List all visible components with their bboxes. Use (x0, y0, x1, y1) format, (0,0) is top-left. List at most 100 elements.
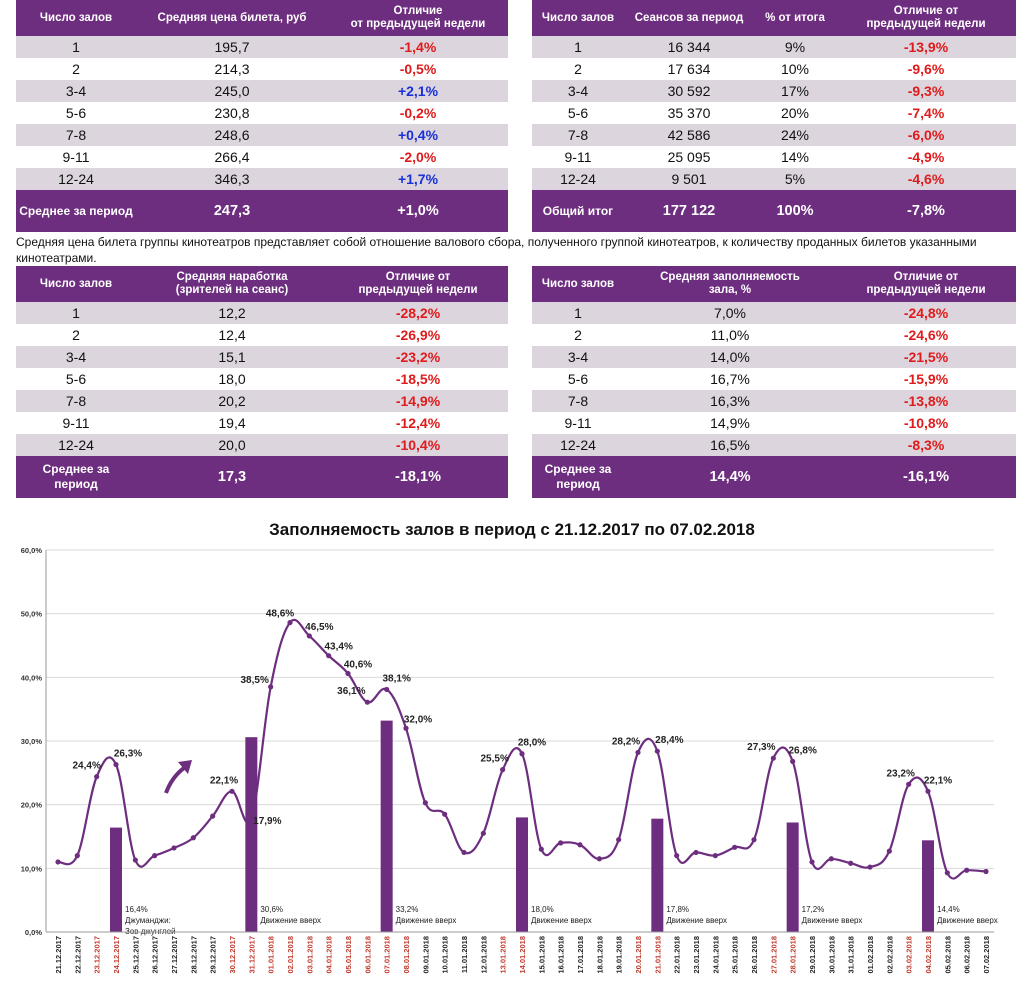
point-label: 48,6% (266, 609, 294, 620)
bar-caption: Движение вверх (396, 916, 457, 925)
bar-value-label: 30,6% (260, 905, 283, 914)
table-row: 1 7,0% -24,8% (532, 302, 1016, 324)
data-point (635, 749, 641, 756)
point-label: 43,4% (324, 642, 352, 653)
data-point (886, 848, 892, 854)
halls-count-cell: 9-11 (62, 415, 90, 431)
change-cell: -9,3% (836, 80, 1016, 102)
data-point (480, 830, 486, 836)
table-row: 2 17 634 10% -9,6% (532, 58, 1016, 80)
bar-value-label: 16,4% (125, 905, 148, 914)
bar (786, 822, 799, 932)
change-cell: -28,2% (328, 302, 508, 324)
table-row: 7-8 16,3% -13,8% (532, 390, 1016, 412)
halls-count-cell: 9-11 (564, 149, 592, 165)
x-tick-label: 28.01.2018 (789, 936, 798, 974)
x-tick-label: 31.12.2017 (247, 936, 256, 974)
data-point (306, 633, 312, 639)
halls-count-cell: 2 (72, 61, 80, 77)
x-tick-label: 21.01.2018 (653, 936, 662, 974)
chart-title: Заполняемость залов в период с 21.12.201… (269, 520, 755, 539)
halls-count-cell: 5-6 (567, 105, 589, 121)
x-tick-label: 04.01.2018 (325, 936, 334, 974)
data-point (326, 653, 332, 659)
value-cell: 17% (754, 80, 836, 102)
x-tick-label: 10.01.2018 (441, 936, 450, 974)
halls-count-cell: 12-24 (16, 168, 136, 190)
x-tick-label: 15.01.2018 (537, 936, 546, 974)
change-cell: -12,4% (395, 415, 441, 431)
halls-count-cell: 3-4 (16, 80, 136, 102)
line-series (55, 618, 989, 880)
value-cell: 20,2 (136, 390, 328, 412)
table-row: 3-4 245,0 +2,1% (16, 80, 508, 102)
column-header: % от итога (754, 0, 836, 36)
value-cell: 30 592 (624, 80, 754, 102)
data-point (712, 853, 718, 859)
table-row: 1 16 344 9% -13,9% (532, 36, 1016, 58)
change-cell: -4,9% (907, 149, 945, 165)
value-cell: 18,0 (218, 371, 246, 387)
table-row: 2 11,0% -24,6% (532, 324, 1016, 346)
halls-count-cell: 1 (16, 36, 136, 58)
value-cell: 11,0% (710, 327, 750, 343)
table-row: 7-8 248,6 +0,4% (16, 124, 508, 146)
value-cell: 195,7 (136, 36, 328, 58)
footer-value: 14,4% (624, 456, 836, 498)
footer-label: Общий итог (532, 190, 624, 232)
data-point (210, 813, 216, 819)
data-point (906, 781, 912, 787)
x-tick-label: 29.12.2017 (209, 936, 218, 974)
change-cell: -1,4% (328, 36, 508, 58)
change-cell: -0,5% (399, 61, 437, 77)
point-label: 36,1% (337, 686, 365, 697)
value-cell: 7,0% (624, 302, 836, 324)
table-row: 5-6 230,8 -0,2% (16, 102, 508, 124)
x-tick-label: 07.02.2018 (982, 936, 991, 974)
halls-count-cell: 12-24 (532, 434, 624, 456)
point-label: 32,0% (404, 714, 432, 725)
x-tick-label: 06.01.2018 (363, 936, 372, 974)
data-point (848, 860, 854, 866)
y-tick-label: 10,0% (21, 864, 43, 873)
x-tick-label: 31.01.2018 (847, 936, 856, 974)
data-point (577, 842, 583, 848)
footer-value: 247,3 (136, 190, 328, 232)
point-label: 38,1% (382, 673, 410, 684)
halls-count-cell: 1 (16, 302, 136, 324)
change-cell: +2,1% (328, 80, 508, 102)
data-point (964, 867, 970, 873)
data-point (345, 670, 351, 677)
table-row: 12-24 20,0 -10,4% (16, 434, 508, 456)
footer-change: +1,0% (328, 190, 508, 232)
table-row: 12-24 9 501 5% -4,6% (532, 168, 1016, 190)
halls-count-cell: 5-6 (65, 371, 87, 387)
change-cell: -18,5% (395, 371, 441, 387)
value-cell: 20,0 (136, 434, 328, 456)
halls-count-cell: 3-4 (16, 346, 136, 368)
data-point (248, 815, 254, 821)
data-point (732, 844, 738, 850)
data-point (55, 859, 61, 865)
halls-count-cell: 2 (574, 327, 582, 343)
data-point (867, 864, 873, 870)
change-cell: -13,8% (836, 390, 1016, 412)
x-tick-label: 02.01.2018 (286, 936, 295, 974)
x-tick-label: 05.02.2018 (943, 936, 952, 974)
halls-count-cell: 7-8 (16, 390, 136, 412)
x-tick-label: 25.12.2017 (131, 936, 140, 974)
x-tick-label: 07.01.2018 (383, 936, 392, 974)
change-cell: -0,2% (399, 105, 437, 121)
curved-up-arrow-icon (164, 760, 192, 794)
value-cell: 20% (780, 105, 810, 121)
y-tick-label: 30,0% (21, 737, 43, 746)
halls-count-cell: 7-8 (532, 124, 624, 146)
halls-count-cell: 1 (532, 36, 624, 58)
change-cell: -4,6% (836, 168, 1016, 190)
column-header: Число залов (532, 0, 624, 36)
change-cell: -2,0% (399, 149, 437, 165)
change-cell: -14,9% (328, 390, 508, 412)
data-point (229, 788, 235, 794)
data-point (519, 751, 525, 757)
footer-percent: 100% (754, 190, 836, 232)
